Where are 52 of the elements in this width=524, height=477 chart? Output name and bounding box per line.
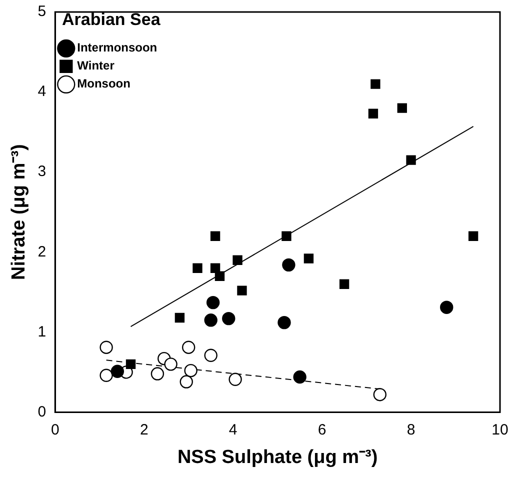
point	[204, 348, 218, 362]
x-tick-label: 4	[228, 421, 238, 438]
legend-label: Intermonsoon	[77, 40, 158, 55]
y-tick-label: 5	[38, 3, 46, 20]
y-axis-title: Nitrate (μg m⁻³)	[8, 144, 30, 280]
point	[228, 372, 242, 386]
point	[282, 231, 292, 241]
legend-title: Arabian Sea	[62, 10, 161, 30]
legend-label: Monsoon	[77, 76, 130, 91]
point	[232, 255, 242, 265]
point	[222, 312, 236, 326]
legend-label: Winter	[77, 58, 115, 73]
point	[468, 231, 478, 241]
point	[210, 231, 220, 241]
point	[406, 155, 416, 165]
y-tick-label: 4	[38, 83, 46, 100]
x-tick-label: 0	[50, 421, 60, 438]
point	[237, 286, 247, 296]
x-tick-label: 2	[140, 421, 148, 438]
point	[206, 296, 220, 310]
point	[368, 108, 378, 118]
point	[100, 368, 113, 382]
point	[174, 312, 185, 323]
x-axis-title: NSS Sulphate (μg m⁻³)	[177, 446, 378, 468]
point	[192, 263, 202, 273]
x-tick-label: 10	[492, 421, 508, 438]
point	[210, 263, 220, 273]
y-tick-label: 3	[38, 163, 46, 180]
y-tick-label: 0	[38, 403, 46, 420]
point	[100, 340, 113, 354]
y-tick-label: 2	[38, 243, 46, 260]
point	[182, 340, 196, 354]
point	[370, 79, 380, 89]
point	[180, 375, 193, 388]
point	[373, 388, 386, 402]
point	[150, 367, 164, 380]
point	[293, 370, 306, 384]
point	[397, 103, 407, 113]
point	[278, 316, 291, 330]
point	[339, 279, 350, 289]
point	[204, 314, 218, 327]
point	[214, 271, 225, 281]
point	[110, 364, 124, 378]
point	[440, 300, 454, 314]
point	[164, 358, 178, 371]
x-tick-label: 6	[318, 421, 326, 438]
point	[304, 254, 314, 264]
point	[282, 258, 296, 272]
x-tick-label: 8	[406, 421, 416, 438]
point	[184, 364, 198, 378]
point	[126, 359, 136, 370]
y-tick-label: 1	[38, 323, 46, 340]
